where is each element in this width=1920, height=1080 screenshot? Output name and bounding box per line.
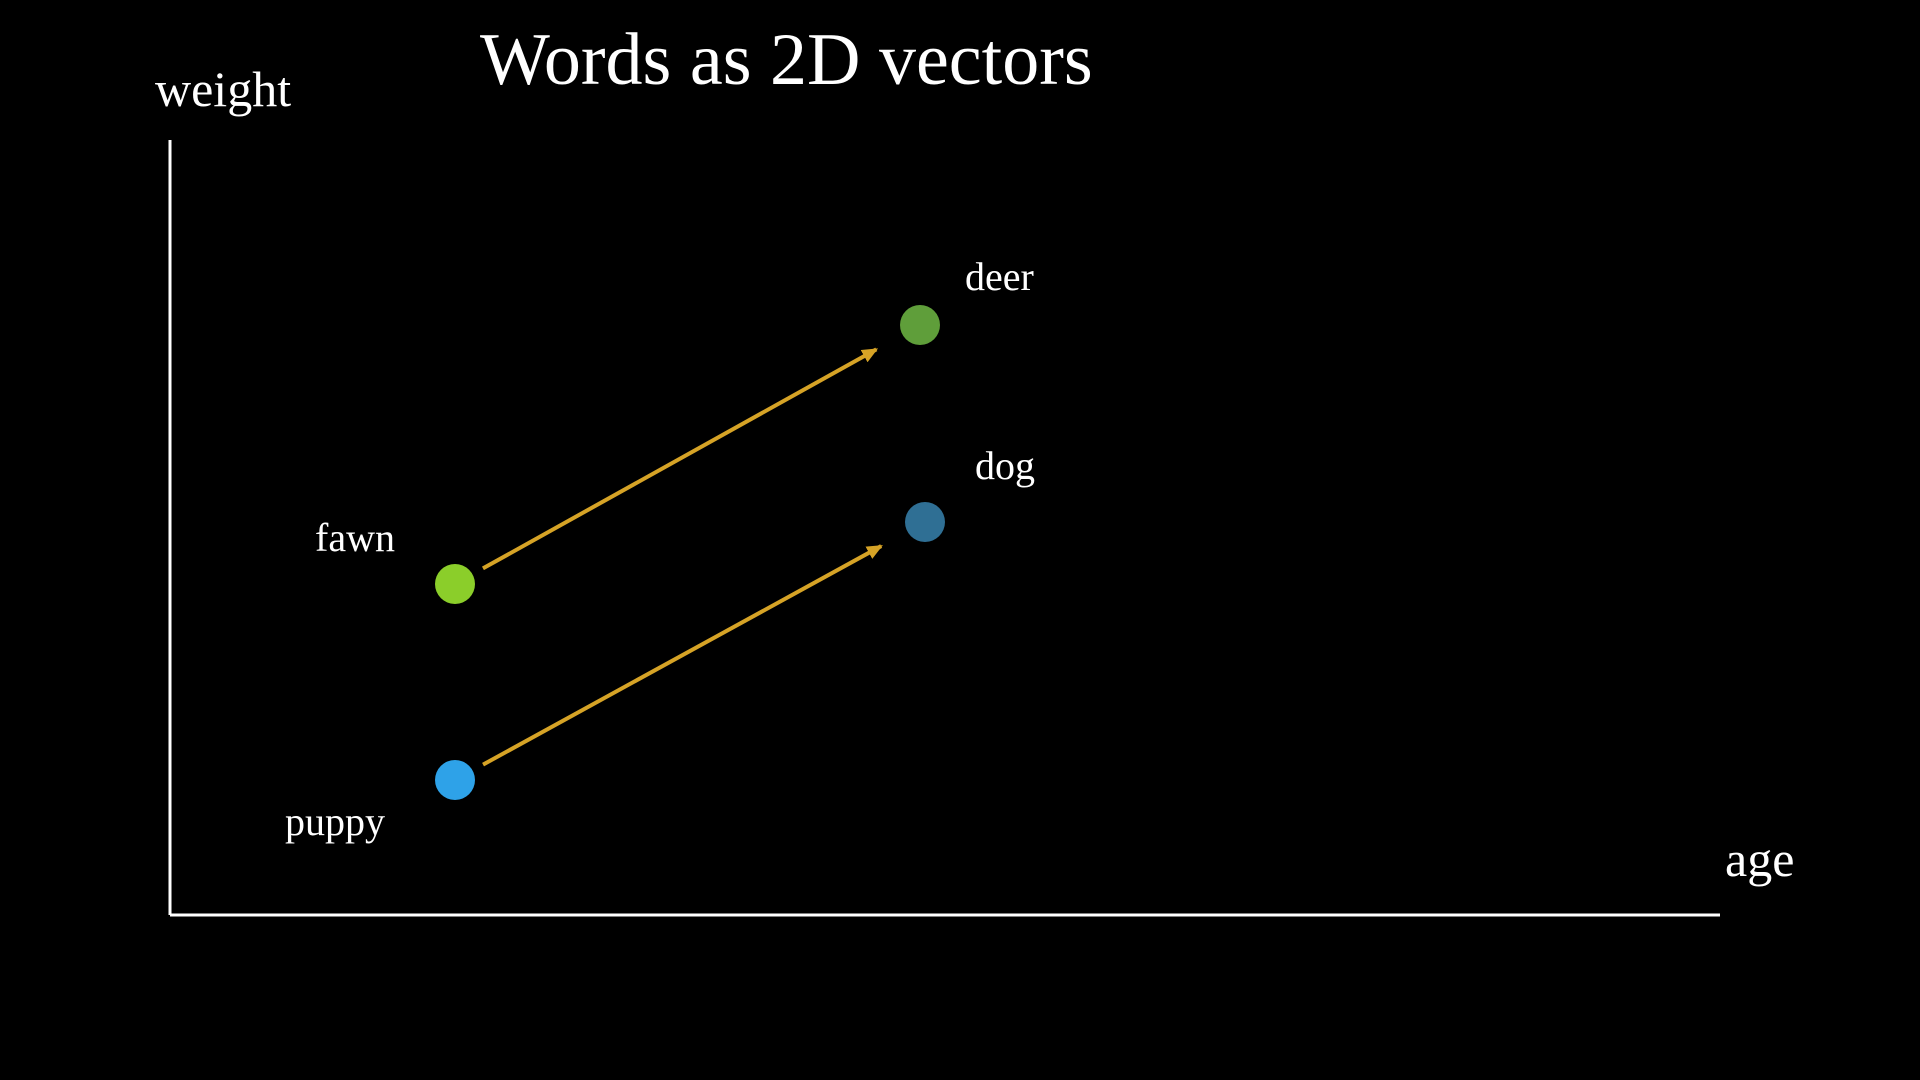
point-label-deer: deer	[965, 253, 1034, 300]
arrow-fawn-to-deer	[483, 349, 876, 568]
point-label-dog: dog	[975, 442, 1035, 489]
point-puppy	[435, 760, 475, 800]
arrow-puppy-to-dog	[483, 546, 881, 765]
point-deer	[900, 305, 940, 345]
point-fawn	[435, 564, 475, 604]
point-dog	[905, 502, 945, 542]
point-label-fawn: fawn	[315, 514, 395, 561]
axes-group	[170, 140, 1720, 915]
scatter-plot	[0, 0, 1920, 1080]
point-label-puppy: puppy	[285, 798, 385, 845]
arrows-group	[483, 349, 881, 764]
